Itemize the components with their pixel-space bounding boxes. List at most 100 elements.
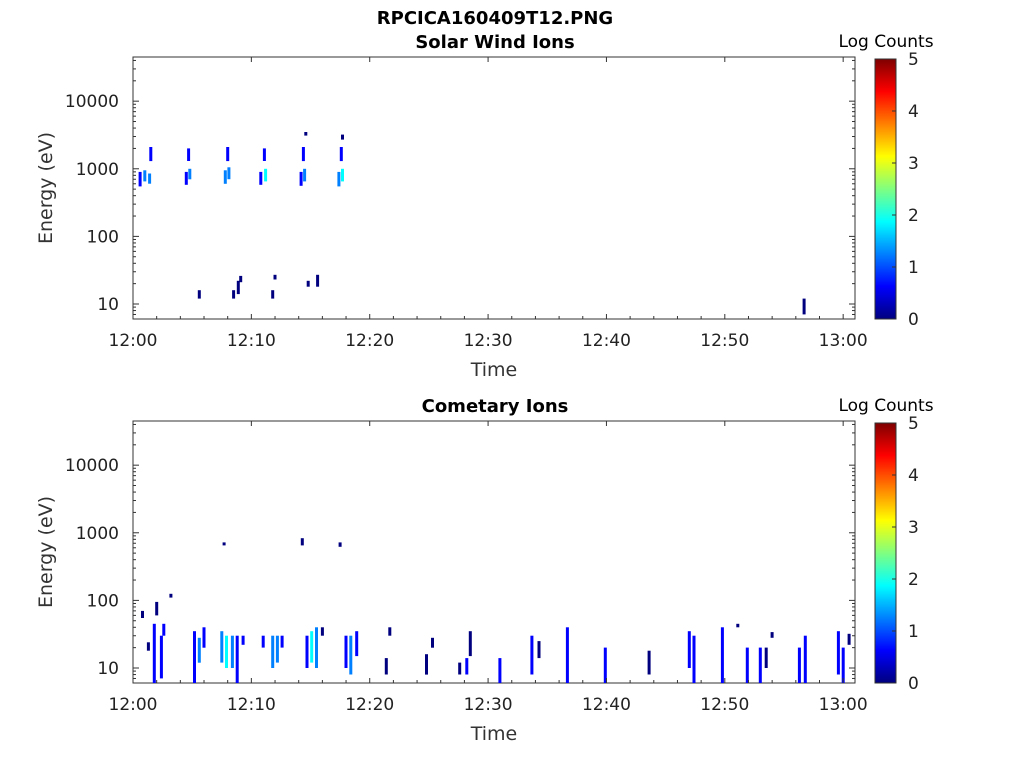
heatmap-cell [188,168,192,180]
heatmap-cell [226,147,230,162]
cometary-colorbar: 0 1 2 3 4 5 [874,414,919,694]
heatmap-cell [770,632,774,638]
figure-title: RPCICA160409T12.PNG [377,8,613,29]
x-tick-label: 12:10 [227,695,276,715]
heatmap-cell [300,538,304,546]
heatmap-cell [736,623,740,628]
colorbar-tick-label: 5 [908,414,919,434]
heatmap-cell [692,635,696,683]
colorbar-tick-label: 0 [908,310,919,330]
heatmap-cell [146,642,150,651]
heatmap-cell [280,635,284,648]
x-tick-label: 12:00 [109,695,158,715]
cometary-colorbar-label: Log Counts [838,396,933,416]
heatmap-cell [235,635,239,683]
x-tick-label: 12:50 [700,695,749,715]
heatmap-cell [259,171,263,185]
cometary-plot-area [132,420,856,684]
y-tick-label: 100 [87,227,119,247]
heatmap-cell [431,637,434,648]
x-tick-label: 12:40 [582,331,631,351]
solar-wind-colorbar-label: Log Counts [838,32,933,52]
heatmap-cell [764,647,768,668]
colorbar-tick-label: 2 [908,570,919,590]
x-tick-label: 12:30 [464,695,513,715]
heatmap-cell [797,647,801,683]
heatmap-cell [271,635,275,668]
heatmap-cell [355,631,359,657]
heatmap-cell [271,290,275,299]
cometary-panel: Cometary Ions 12:00 12:10 12:20 12:30 12:40 1… [35,396,934,745]
heatmap-cell [197,290,201,299]
heatmap-cell [349,635,353,675]
heatmap-cell [230,635,234,668]
heatmap-cell [159,635,163,679]
heatmap-cell [316,274,320,287]
heatmap-cell [745,647,749,683]
y-tick-label: 10000 [65,92,119,112]
heatmap-cell [261,635,265,648]
heatmap-cell [458,662,462,675]
colorbar-tick-label: 0 [908,674,919,694]
heatmap-cell [465,658,469,675]
y-tick-label: 10 [97,295,119,315]
solar-wind-colorbar: 0 1 2 3 4 5 [874,50,919,330]
heatmap-cell [141,610,144,618]
heatmap-cell [847,633,851,645]
x-tick-label: 12:40 [582,695,631,715]
colorbar-tick-label: 4 [908,102,919,122]
heatmap-cell [184,171,188,185]
x-tick-label: 13:00 [819,331,868,351]
colorbar-tick-label: 3 [908,518,919,538]
heatmap-cell [338,542,342,547]
solar-wind-y-ticks: 10 100 1000 10000 [65,59,855,320]
solar-wind-x-ticks: 12:00 12:10 12:20 12:30 12:40 12:50 13:00 [109,57,868,351]
heatmap-cell [262,148,266,161]
cometary-cells [141,538,851,683]
solar-wind-title: Solar Wind Ions [415,32,574,53]
heatmap-cell [152,623,156,683]
heatmap-cell [202,627,206,648]
heatmap-cell [341,168,344,182]
heatmap-cell [239,275,243,283]
solar-wind-plot-area [132,56,856,320]
y-tick-label: 1000 [76,524,119,544]
solar-wind-cells [138,132,806,315]
heatmap-cell [530,635,534,675]
heatmap-cell [310,631,314,663]
heatmap-cell [223,170,227,184]
colorbar-tick-label: 1 [908,622,919,642]
y-tick-label: 10000 [65,456,119,476]
colorbar-tick-label: 2 [908,206,919,226]
x-tick-label: 12:30 [464,331,513,351]
heatmap-cell [148,173,152,184]
heatmap-cell [299,171,303,186]
heatmap-cell [236,280,240,295]
y-tick-label: 1000 [76,160,119,180]
heatmap-cell [341,134,344,140]
heatmap-cell [468,631,472,657]
heatmap-cell [315,627,318,668]
heatmap-cell [162,623,166,636]
heatmap-cell [337,171,341,187]
heatmap-cell [301,147,305,162]
heatmap-cell [241,635,245,645]
x-tick-label: 12:10 [227,331,276,351]
heatmap-cell [143,170,147,182]
heatmap-cell [802,298,806,315]
heatmap-cell [498,658,502,683]
cometary-xlabel: Time [470,723,518,745]
heatmap-cell [187,148,191,161]
heatmap-cell [841,647,845,683]
heatmap-cell [647,650,651,675]
x-tick-label: 12:20 [345,695,394,715]
heatmap-cell [232,290,236,299]
heatmap-cell [275,635,279,663]
heatmap-cell [149,147,153,162]
colorbar-tick-label: 3 [908,154,919,174]
heatmap-cell [425,654,428,675]
heatmap-cell [155,601,159,616]
cometary-y-ticks: 10 100 1000 10000 [65,423,855,684]
x-tick-label: 12:20 [345,331,394,351]
